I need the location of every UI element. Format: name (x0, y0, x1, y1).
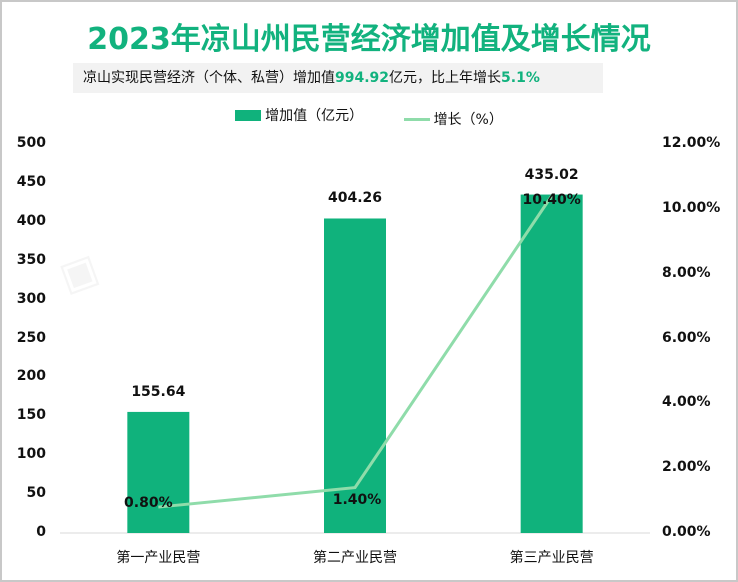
legend-item-line[interactable]: 增长（%） (403, 109, 503, 129)
chart-subtitle: 凉山实现民营经济（个体、私营）增加值994.92亿元，比上年增长5.1% (73, 63, 603, 93)
bar-swatch-icon (235, 109, 262, 121)
right-axis-tick: 10.00% (662, 199, 721, 216)
chart-title: 2023年凉山州民营经济增加值及增长情况 (87, 22, 651, 57)
x-axis-label: 第三产业民营 (509, 550, 594, 566)
left-axis-tick: 300 (16, 290, 46, 307)
x-axis-label: 第一产业民营 (116, 550, 201, 566)
subtitle-middle: 亿元，比上年增长 (389, 70, 502, 86)
x-axis-label: 第二产业民营 (313, 550, 397, 566)
left-axis-tick: 0 (36, 524, 46, 540)
left-axis-tick: 450 (16, 173, 46, 190)
line-value-label: 10.40% (522, 191, 581, 208)
legend-line-label: 增长（%） (433, 112, 503, 128)
right-axis-tick: 8.00% (662, 264, 711, 281)
bar[interactable] (324, 218, 386, 533)
line-swatch-icon (403, 117, 430, 121)
left-axis-tick: 350 (16, 251, 46, 268)
subtitle-prefix: 凉山实现民营经济（个体、私营）增加值 (83, 70, 335, 86)
right-axis-tick: 6.00% (662, 329, 711, 346)
bar-value-label: 435.02 (524, 166, 579, 183)
legend-bar-label: 增加值（亿元） (265, 108, 364, 124)
left-axis-tick: 400 (16, 212, 46, 229)
left-axis-tick: 200 (16, 368, 46, 385)
left-axis-tick: 500 (16, 135, 46, 151)
growth-line[interactable] (158, 195, 553, 509)
right-axis-tick: 12.00% (662, 135, 721, 151)
line-value-label: 0.80% (124, 495, 173, 512)
line-value-label: 1.40% (332, 491, 382, 508)
left-axis-tick: 250 (16, 329, 46, 346)
subtitle-growth: 5.1% (501, 70, 540, 86)
legend-item-bar[interactable]: 增加值（亿元） (235, 105, 363, 125)
bar[interactable] (520, 194, 583, 533)
left-axis-tick: 50 (26, 485, 46, 502)
bar-value-label: 404.26 (327, 190, 383, 207)
left-axis-tick: 150 (16, 407, 46, 424)
right-axis-tick: 2.00% (662, 459, 711, 476)
right-axis-tick: 0.00% (662, 524, 711, 540)
subtitle-value: 994.92 (335, 70, 390, 86)
bar[interactable] (127, 411, 190, 533)
left-axis-tick: 100 (16, 446, 46, 463)
right-axis-tick: 4.00% (662, 394, 711, 411)
legend: 增加值（亿元） 增长（%） (0, 105, 738, 129)
bar-value-label: 155.64 (131, 383, 186, 400)
